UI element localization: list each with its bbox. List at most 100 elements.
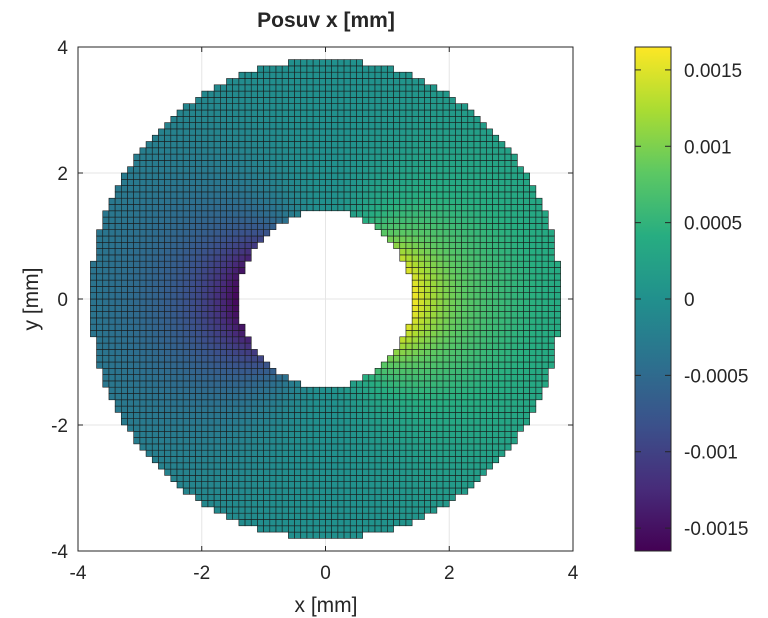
heatmap-cell [504,367,512,375]
heatmap-cell [467,380,475,388]
heatmap-cell [306,519,314,527]
heatmap-cell [288,103,295,111]
heatmap-cell [182,342,190,350]
heatmap-cell [535,311,543,319]
heatmap-cell [492,134,500,142]
heatmap-cell [232,260,240,268]
heatmap-cell [151,443,159,451]
heatmap-cell [288,210,295,218]
heatmap-cell [226,481,233,489]
heatmap-cell [170,153,178,161]
heatmap-cell [479,210,487,218]
heatmap-cell [411,462,419,470]
heatmap-cell [275,456,283,464]
heatmap-cell [510,336,518,344]
heatmap-cell [448,147,456,155]
heatmap-cell [498,185,506,193]
heatmap-cell [195,449,203,457]
heatmap-cell [319,519,326,527]
heatmap-cell [461,235,469,243]
heatmap-cell [195,481,203,489]
heatmap-cell [121,260,128,268]
heatmap-cell [232,386,240,394]
heatmap-cell [201,166,209,174]
heatmap-cell [232,468,240,476]
heatmap-cell [288,153,295,161]
heatmap-cell [158,323,165,331]
heatmap-cell [467,160,475,167]
heatmap-cell [331,493,339,501]
heatmap-cell [213,223,221,230]
heatmap-cell [430,367,438,375]
heatmap-cell [250,475,258,482]
heatmap-cell [288,399,295,407]
heatmap-cell [139,185,147,193]
heatmap-cell [281,97,289,105]
heatmap-cell [257,204,264,212]
heatmap-cell [226,430,233,438]
heatmap-cell [170,248,178,256]
heatmap-cell [102,374,110,382]
heatmap-cell [523,286,530,293]
heatmap-cell [170,349,178,356]
heatmap-cell [96,323,104,331]
heatmap-cell [393,109,401,117]
heatmap-cell [300,525,308,533]
heatmap-cell [479,279,487,287]
heatmap-cell [133,153,141,161]
heatmap-cell [387,361,394,369]
heatmap-cell [96,304,104,312]
heatmap-cell [151,412,159,419]
heatmap-cell [232,481,240,489]
heatmap-cell [257,71,264,79]
heatmap-cell [281,191,289,199]
heatmap-cell [182,323,190,331]
heatmap-cell [374,185,382,193]
heatmap-cell [288,97,295,105]
heatmap-cell [195,399,203,407]
heatmap-cell [226,323,233,331]
heatmap-cell [244,430,252,438]
heatmap-cell [145,361,153,369]
heatmap-cell [102,349,110,356]
heatmap-cell [343,462,351,470]
heatmap-cell [238,449,246,457]
heatmap-cell [226,386,233,394]
heatmap-cell [461,424,469,432]
heatmap-cell [523,204,530,212]
heatmap-cell [207,342,215,350]
heatmap-cell [244,449,252,457]
heatmap-cell [455,330,462,338]
heatmap-cell [195,475,203,482]
heatmap-cell [356,449,363,457]
heatmap-cell [145,393,153,401]
heatmap-cell [182,210,190,218]
heatmap-cell [108,298,116,306]
heatmap-cell [220,386,227,394]
heatmap-cell [189,437,196,445]
heatmap-cell [479,456,487,464]
heatmap-cell [257,361,264,369]
heatmap-cell [455,116,462,123]
heatmap-cell [405,128,413,136]
heatmap-cell [244,443,252,451]
heatmap-cell [467,147,475,155]
heatmap-cell [213,430,221,438]
heatmap-cell [486,279,493,287]
heatmap-cell [207,430,215,438]
heatmap-cell [337,141,345,149]
heatmap-cell [430,147,438,155]
heatmap-cell [294,185,302,193]
heatmap-cell [257,147,264,155]
heatmap-cell [325,493,332,501]
heatmap-cell [455,430,462,438]
heatmap-cell [368,122,376,130]
y-tick-label: 0 [57,290,68,311]
heatmap-cell [393,512,401,520]
heatmap-cell [250,393,258,401]
heatmap-cell [195,342,203,350]
heatmap-cell [201,267,209,275]
heatmap-cell [498,443,506,451]
heatmap-cell [393,437,401,445]
heatmap-cell [176,298,184,306]
